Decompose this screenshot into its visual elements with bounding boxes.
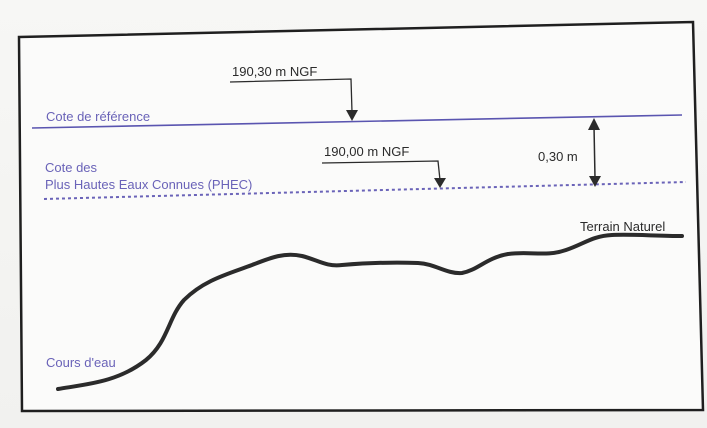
phec-value-leader [321,160,441,181]
reference-name-label: Cote de référence [46,109,150,124]
phec-name-label-line1: Cote des [45,160,98,175]
phec-value-label: 190,00 m NGF [324,144,409,159]
offset-arrow-down-icon [589,176,601,187]
offset-arrow-up-icon [588,118,600,130]
diagram-frame [17,20,705,413]
terrain-label: Terrain Naturel [580,219,665,234]
phec-arrow-head-icon [434,178,446,188]
phec-level-line [43,181,687,200]
watercourse-label: Cours d'eau [46,355,116,370]
terrain-profile [56,232,684,391]
reference-arrow-head-icon [346,110,358,121]
reference-value-leader [229,78,353,113]
offset-dimension-line [593,125,596,179]
reference-level-line [31,114,683,129]
offset-label: 0,30 m [538,149,578,164]
reference-value-label: 190,30 m NGF [232,64,317,79]
phec-name-label-line2: Plus Hautes Eaux Connues (PHEC) [45,177,252,192]
